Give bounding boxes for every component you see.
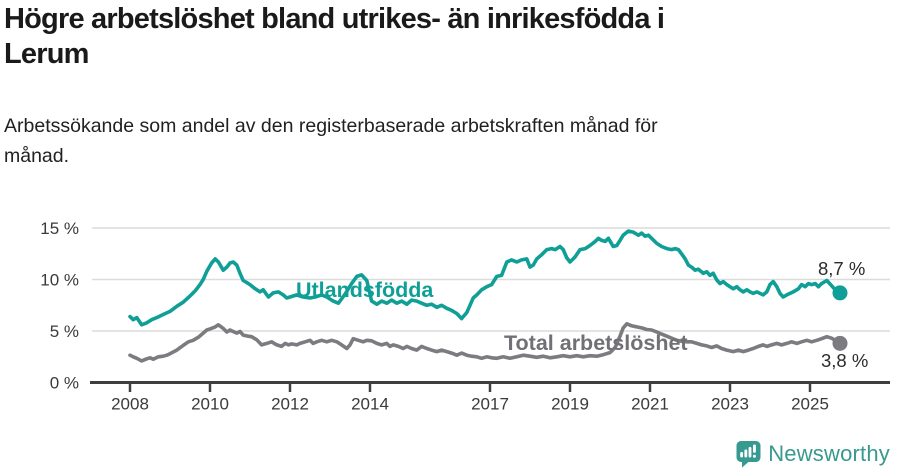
x-axis-labels: 2008 2010 2012 2014 2017 2019 2021 2023 2025 xyxy=(111,395,829,414)
newsworthy-wordmark: Newsworthy xyxy=(768,441,890,466)
y-tick-label: 15 % xyxy=(40,219,79,238)
page-title: Högre arbetslöshet bland utrikes- än inr… xyxy=(4,2,665,72)
brand-footer[interactable]: Newsworthy xyxy=(735,438,890,470)
end-value-labels: 8,7 % 3,8 % xyxy=(818,258,868,371)
page-title-line1: Högre arbetslöshet bland utrikes- än inr… xyxy=(4,3,665,35)
x-tick-label: 2023 xyxy=(711,395,749,414)
end-value-label-total: 3,8 % xyxy=(821,350,868,371)
y-tick-label: 10 % xyxy=(40,271,79,290)
newsworthy-logo-icon xyxy=(736,441,761,468)
page-subtitle-line2: månad. xyxy=(4,144,70,167)
x-tick-label: 2025 xyxy=(791,395,829,414)
x-tick-label: 2014 xyxy=(351,395,389,414)
x-tick-label: 2010 xyxy=(191,395,229,414)
y-tick-label: 0 % xyxy=(50,374,79,393)
logo-barchart-glyph xyxy=(740,444,757,458)
end-dot-total xyxy=(832,335,848,351)
x-tick-label: 2012 xyxy=(271,395,309,414)
y-axis-labels: 0 % 5 % 10 % 15 % xyxy=(40,219,79,393)
page-title-line2: Lerum xyxy=(4,38,89,70)
x-tick-label: 2019 xyxy=(551,395,589,414)
line-chart: 0 %5 %10 %15 % 2008 2010 2012 2014 2017 2019 2… xyxy=(40,219,890,414)
x-tick-label: 2017 xyxy=(471,395,509,414)
y-tick-label: 5 % xyxy=(50,322,79,341)
logo-badge-shape xyxy=(736,441,761,468)
series-line-utlandsfodda xyxy=(128,229,842,327)
end-dot-utlandsfodda xyxy=(832,285,848,301)
page-subtitle-line1: Arbetssökande som andel av den registerb… xyxy=(4,115,658,137)
series-inline-labels: Utlandsfödda Total arbetslöshet xyxy=(296,278,688,355)
end-value-label-utlandsfodda: 8,7 % xyxy=(818,258,865,279)
series-lines xyxy=(128,229,842,363)
x-axis xyxy=(90,381,890,392)
x-tick-label: 2021 xyxy=(631,395,669,414)
series-line-total xyxy=(128,322,842,363)
x-tick-label: 2008 xyxy=(111,395,149,414)
series-end-dots xyxy=(832,285,848,351)
gridlines xyxy=(92,227,890,332)
page-subtitle: Arbetssökande som andel av den registerb… xyxy=(4,112,658,171)
series-label-total: Total arbetslöshet xyxy=(504,331,688,355)
series-label-utlandsfodda: Utlandsfödda xyxy=(296,278,434,302)
